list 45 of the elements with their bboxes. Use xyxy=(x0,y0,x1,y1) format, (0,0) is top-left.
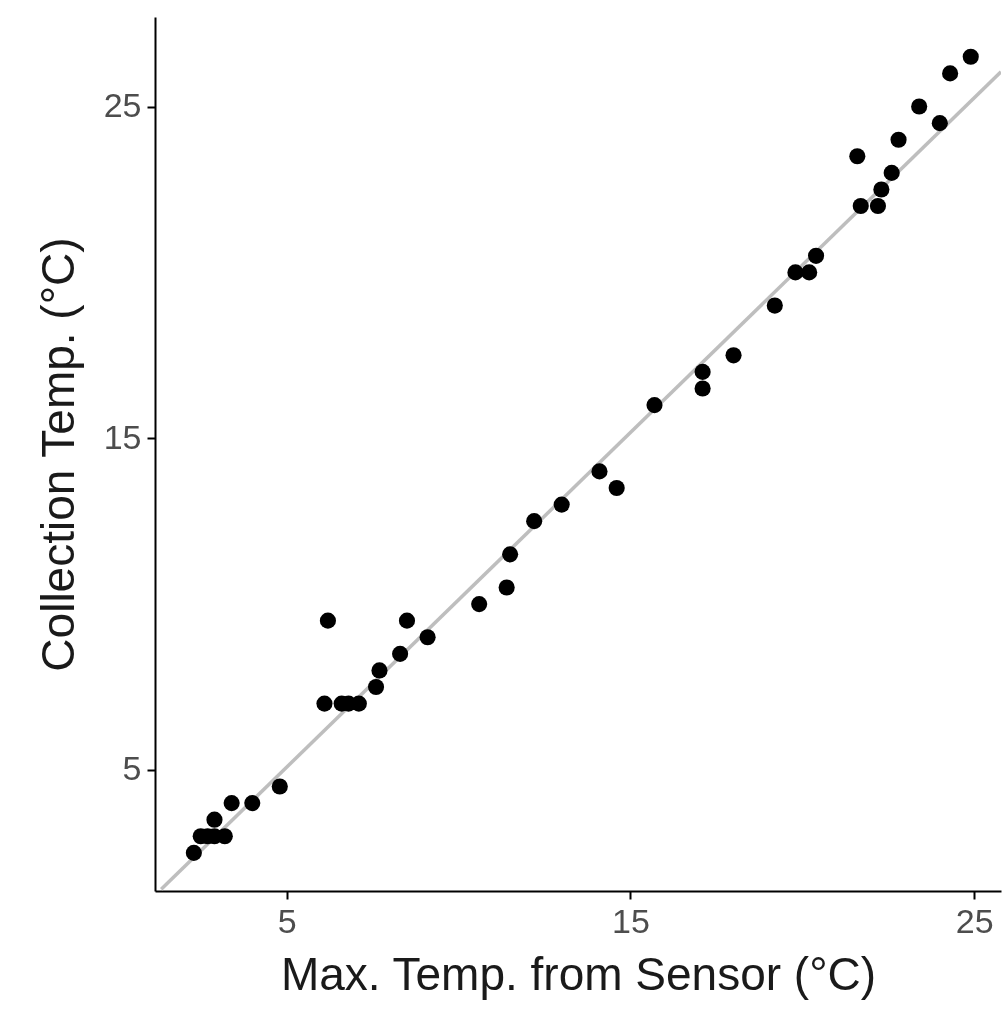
point xyxy=(911,98,928,115)
point xyxy=(526,513,543,530)
point xyxy=(890,131,907,148)
point xyxy=(316,695,333,712)
point xyxy=(787,264,804,281)
point xyxy=(873,181,890,198)
x-tick-label: 25 xyxy=(955,901,994,940)
point xyxy=(725,347,742,364)
point xyxy=(553,496,570,513)
point xyxy=(694,363,711,380)
x-axis-title: Max. Temp. from Sensor (°C) xyxy=(280,947,877,1000)
point xyxy=(646,397,663,414)
y-tick-label: 25 xyxy=(103,86,142,125)
point xyxy=(591,463,608,480)
point xyxy=(801,264,818,281)
point xyxy=(931,115,948,132)
x-tick-label: 15 xyxy=(612,901,650,940)
point xyxy=(244,795,261,812)
point xyxy=(185,844,202,861)
point xyxy=(694,380,711,397)
y-tick-label: 5 xyxy=(122,749,142,788)
point xyxy=(498,579,515,596)
point xyxy=(807,247,825,264)
point xyxy=(419,629,436,646)
point xyxy=(471,596,488,613)
point xyxy=(223,795,240,812)
y-tick-label: 15 xyxy=(103,417,142,456)
point xyxy=(766,297,783,314)
point xyxy=(608,479,625,497)
point xyxy=(883,164,900,181)
point xyxy=(849,148,866,165)
point xyxy=(942,65,959,82)
point xyxy=(392,645,409,662)
y-axis-title: Collection Temp. (°C) xyxy=(31,237,84,672)
point xyxy=(852,198,869,215)
point xyxy=(367,678,385,696)
point xyxy=(206,811,223,828)
point xyxy=(319,612,336,629)
point xyxy=(502,546,519,563)
point xyxy=(869,198,886,215)
point xyxy=(271,778,288,795)
point xyxy=(398,612,416,629)
point xyxy=(962,48,979,65)
x-tick-label: 5 xyxy=(277,901,297,940)
point xyxy=(371,662,388,679)
